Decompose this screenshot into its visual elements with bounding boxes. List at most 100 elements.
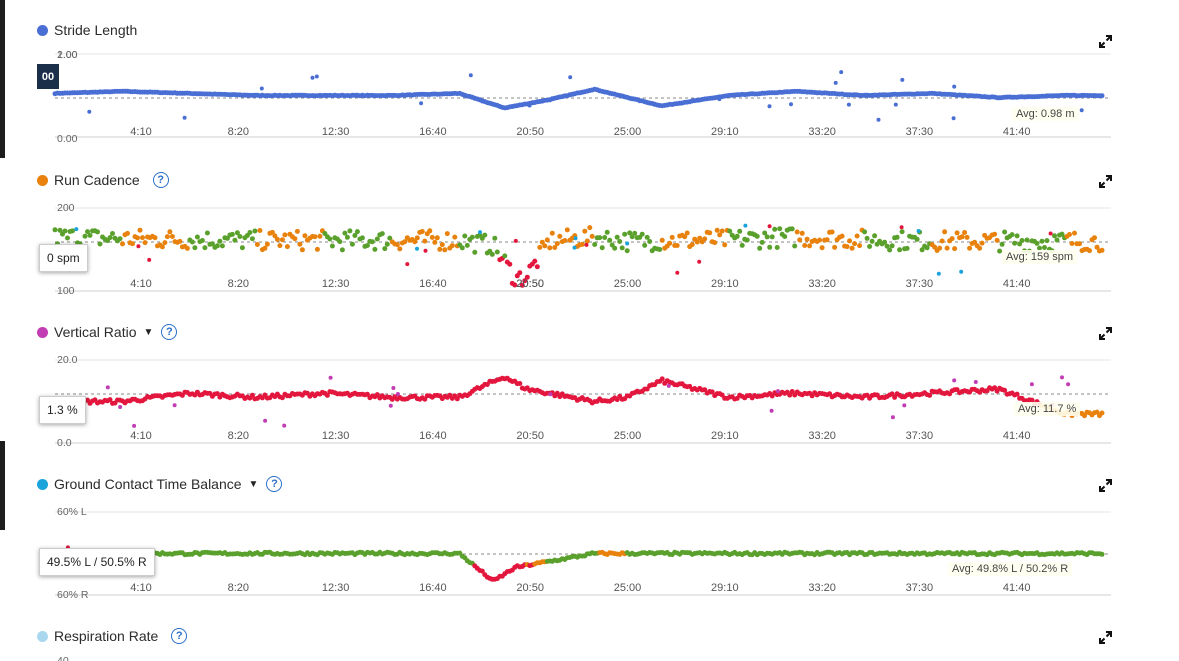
data-point — [607, 237, 613, 243]
data-point — [839, 233, 845, 239]
y-tick-label: 2.00 — [57, 49, 78, 61]
data-point — [847, 238, 853, 244]
data-point — [249, 236, 255, 242]
data-point — [774, 245, 780, 250]
data-point — [229, 231, 235, 237]
data-point — [192, 245, 198, 251]
series-color-dot — [37, 478, 48, 490]
data-point — [87, 232, 93, 238]
data-point — [159, 244, 165, 250]
data-point — [337, 239, 343, 245]
outlier-point — [893, 102, 898, 107]
data-point — [617, 239, 623, 244]
expand-icon[interactable] — [1099, 327, 1112, 340]
outlier-point — [951, 116, 956, 121]
chevron-down-icon[interactable]: ▼ — [248, 478, 259, 490]
data-point — [767, 244, 773, 250]
data-point — [282, 232, 288, 238]
outlier-point — [1048, 231, 1053, 236]
data-point — [437, 246, 443, 252]
plot-area[interactable]: 0.0 20.0 4:10 8:20 12:30 16:40 20:50 25:00 29:10… — [0, 318, 1179, 470]
data-point — [657, 247, 663, 252]
x-tick-label: 29:10 — [711, 278, 739, 290]
data-point — [807, 243, 813, 249]
outlier-point — [789, 102, 793, 107]
data-point — [882, 239, 888, 245]
data-point — [1052, 233, 1057, 239]
data-point — [659, 376, 665, 382]
help-icon[interactable]: ? — [266, 476, 283, 492]
data-point — [152, 235, 158, 241]
x-tick-label: 37:30 — [906, 430, 934, 442]
data-point — [1092, 235, 1097, 241]
expand-icon[interactable] — [1099, 631, 1112, 644]
outlier-point — [314, 74, 319, 79]
y-tick-label: 1.00 — [57, 49, 78, 61]
expand-icon[interactable] — [1099, 175, 1112, 188]
outlier-point — [182, 115, 187, 120]
data-point — [314, 246, 320, 252]
outlier-point — [132, 423, 137, 428]
data-point — [1069, 241, 1075, 246]
outlier-point — [573, 236, 578, 241]
expand-icon[interactable] — [1099, 479, 1112, 492]
plot-area[interactable]: 0.00 1.002.00 4:10 8:20 12:30 16:40 20:50 25:00… — [0, 14, 1179, 166]
data-point — [452, 234, 458, 240]
data-point — [864, 235, 870, 241]
data-point — [294, 228, 300, 234]
data-point — [829, 229, 835, 235]
avg-label: Avg: 49.8% L / 50.2% R — [948, 562, 1073, 576]
data-point — [95, 229, 100, 235]
outlier-point — [423, 248, 428, 253]
data-point — [449, 243, 455, 249]
data-point — [359, 235, 365, 241]
expand-icon[interactable] — [1099, 35, 1112, 48]
data-point — [194, 234, 200, 240]
data-point — [419, 229, 425, 234]
help-icon[interactable]: ? — [171, 628, 188, 644]
left-window-edge — [0, 441, 5, 530]
y-tick-label: 100 — [57, 285, 75, 297]
data-point — [832, 244, 838, 250]
data-point — [372, 246, 378, 252]
data-point — [682, 234, 688, 240]
help-icon[interactable]: ? — [161, 324, 178, 340]
respiration-rate-panel: Respiration Rate ? 40 — [0, 622, 1179, 661]
outlier-point — [675, 270, 680, 275]
outlier-point — [478, 230, 482, 235]
data-point — [964, 234, 970, 240]
data-point — [252, 228, 258, 234]
data-point — [537, 244, 543, 250]
data-point — [422, 396, 428, 402]
plot-area[interactable]: 100 200 4:10 8:20 12:30 16:40 20:50 25:00 29:10 3… — [0, 166, 1179, 318]
data-point — [324, 392, 330, 398]
data-point — [754, 233, 760, 239]
x-tick-label: 8:20 — [228, 126, 249, 138]
data-point — [219, 243, 225, 249]
data-point — [592, 242, 598, 247]
data-point — [292, 236, 298, 242]
tooltip: 00 — [37, 64, 59, 89]
data-point — [472, 249, 478, 255]
chevron-down-icon[interactable]: ▼ — [143, 326, 154, 338]
data-point — [135, 235, 140, 241]
data-point — [1039, 238, 1045, 244]
plot-area[interactable]: 60% R 60% L 4:10 8:20 12:30 16:40 20:50 25:00 29… — [0, 470, 1179, 622]
data-point — [684, 230, 690, 236]
data-point — [279, 237, 285, 243]
data-point — [462, 233, 468, 239]
data-point — [339, 247, 345, 253]
data-point — [464, 242, 470, 248]
data-point — [137, 227, 143, 233]
tooltip: 49.5% L / 50.5% R — [39, 548, 155, 576]
data-point — [1014, 391, 1020, 397]
data-point — [1024, 237, 1030, 243]
data-point — [169, 234, 175, 239]
series-color-dot — [37, 326, 48, 338]
data-point — [854, 233, 860, 239]
data-point — [117, 236, 123, 242]
x-tick-label: 33:20 — [808, 430, 836, 442]
outlier-point — [890, 415, 895, 420]
help-icon[interactable]: ? — [152, 172, 169, 188]
x-tick-label: 25:00 — [614, 126, 642, 138]
